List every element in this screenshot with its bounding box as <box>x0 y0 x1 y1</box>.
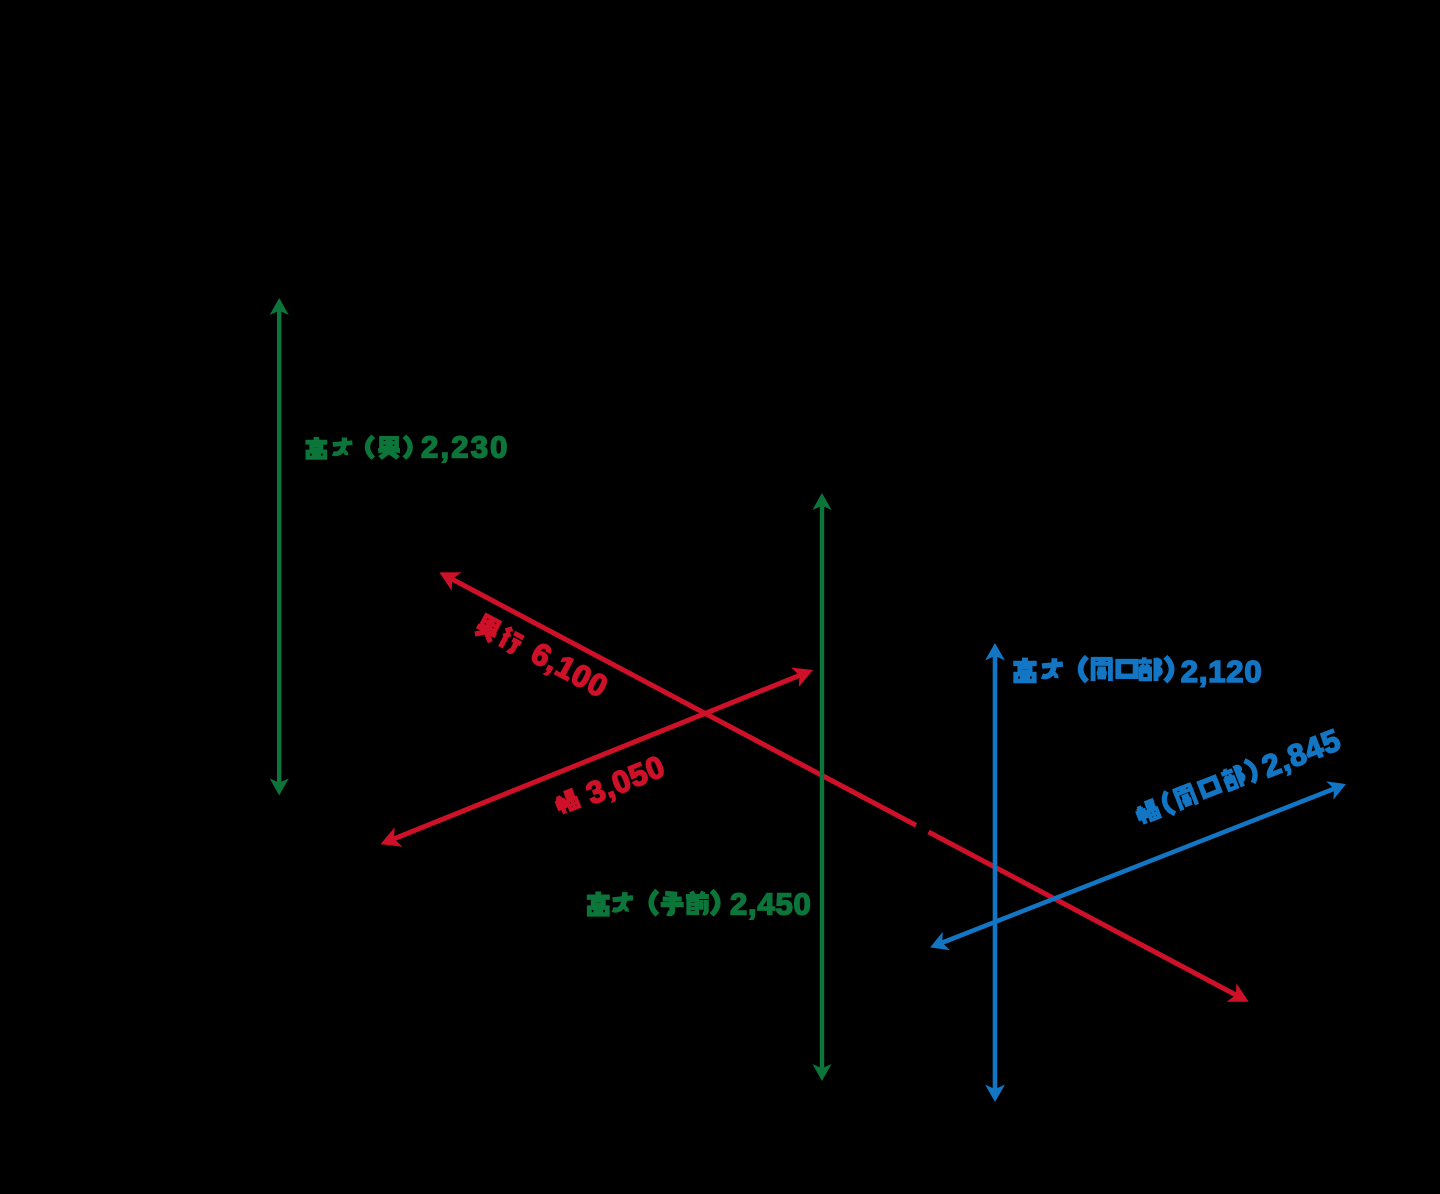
svg-text:2,845: 2,845 <box>1257 722 1346 784</box>
svg-text:2,120: 2,120 <box>1181 654 1263 689</box>
svg-text:2,230: 2,230 <box>421 430 510 465</box>
svg-text:6,100: 6,100 <box>525 635 613 704</box>
svg-text:2,450: 2,450 <box>730 887 812 922</box>
